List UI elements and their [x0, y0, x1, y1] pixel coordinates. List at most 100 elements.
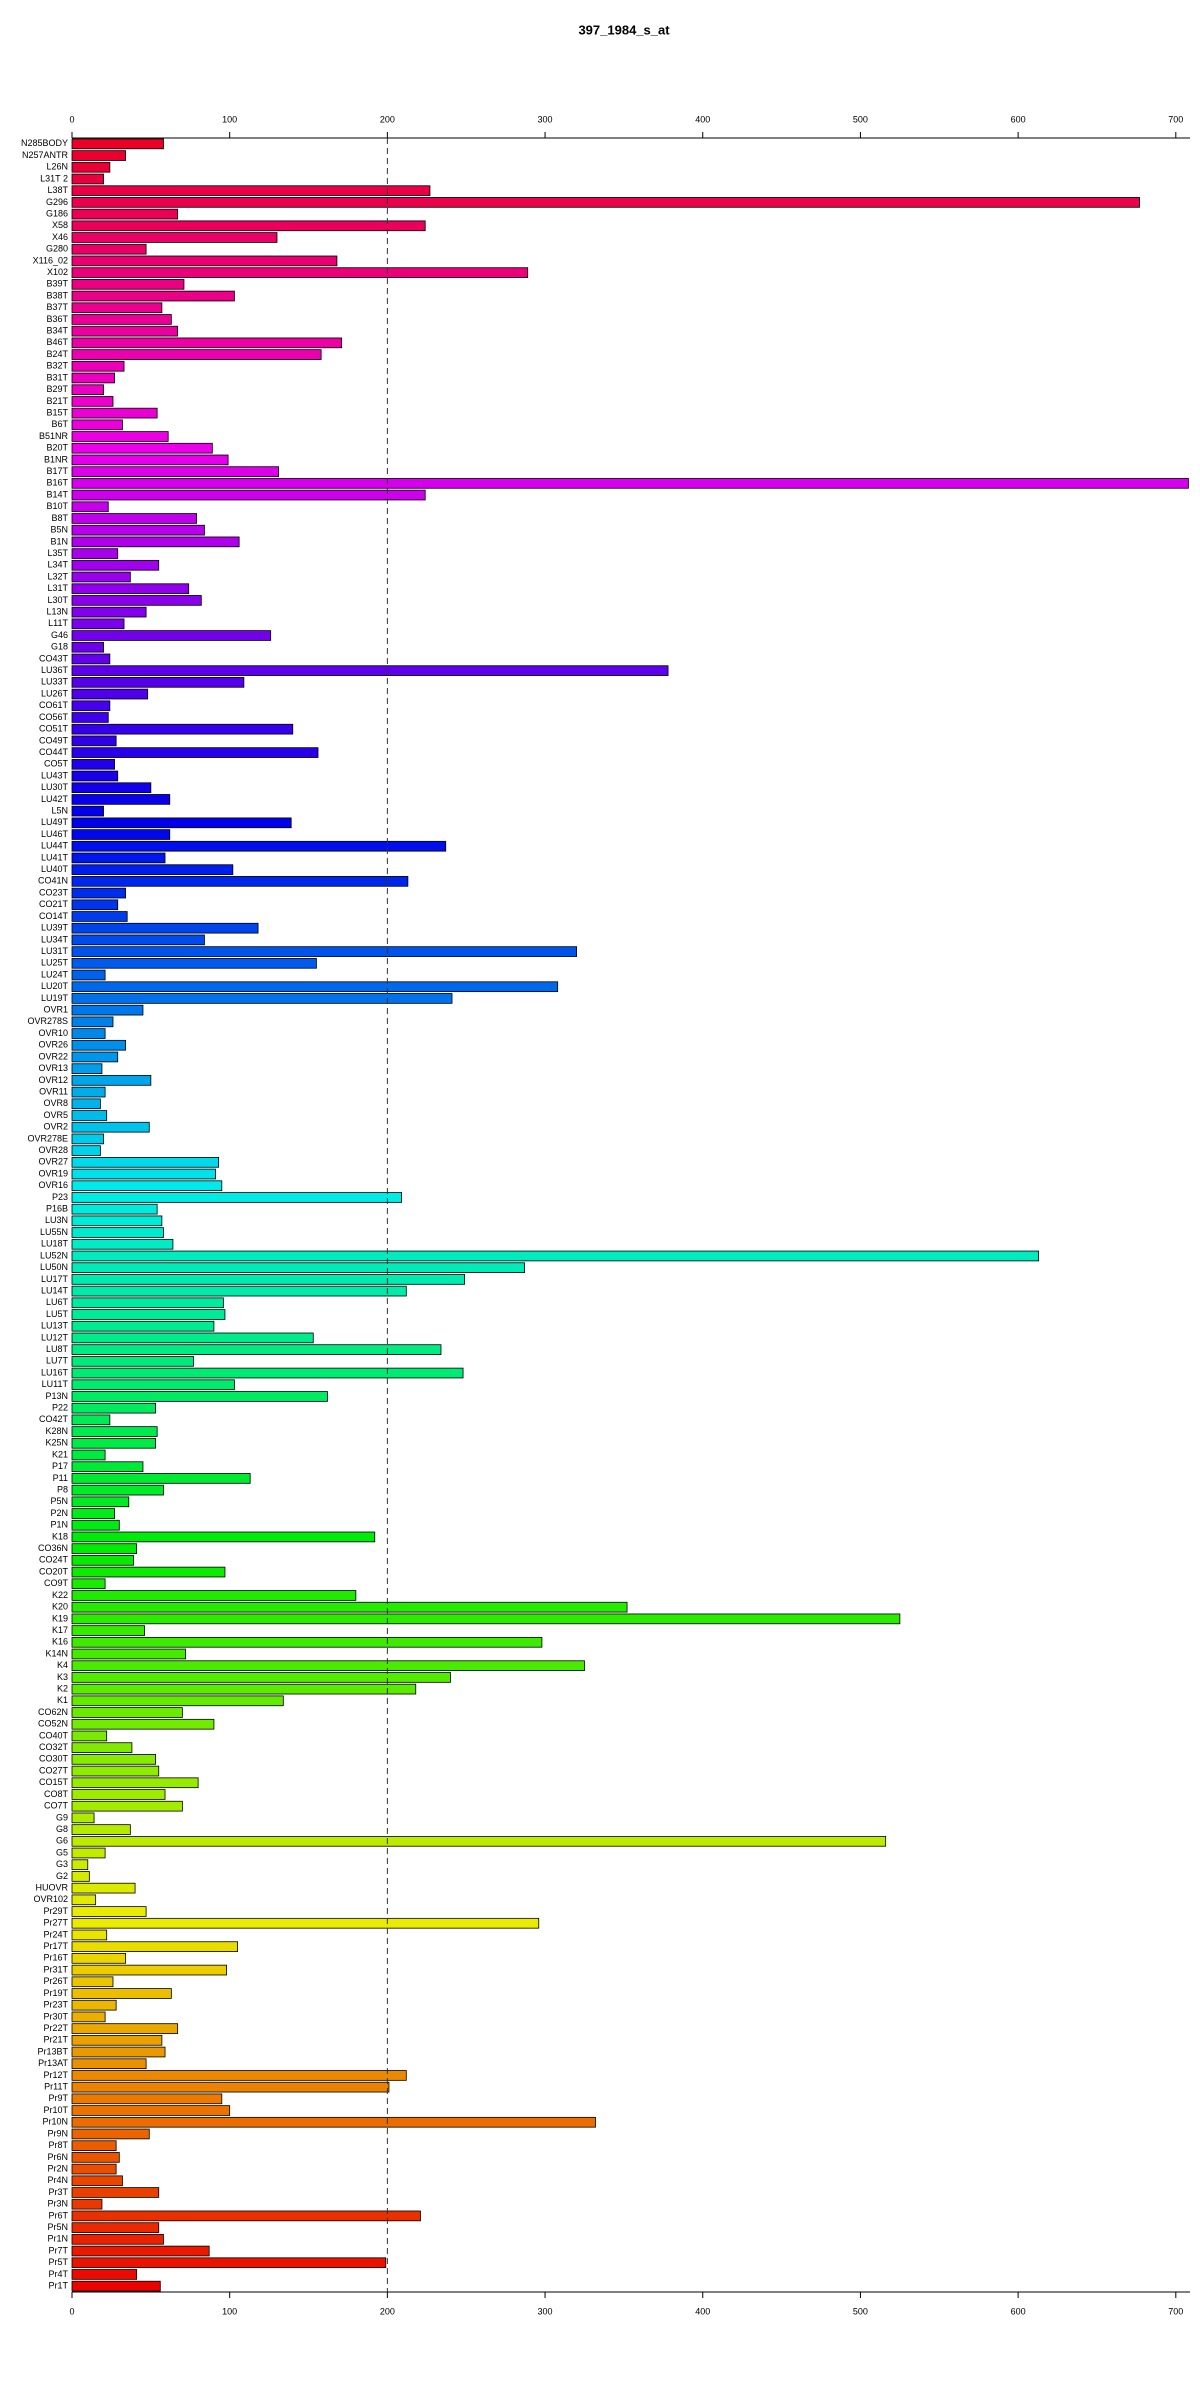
bar: [71, 1543, 138, 1554]
bar: [71, 1309, 226, 1320]
bar: [71, 407, 158, 419]
y-tick-label: CO9T: [44, 1578, 69, 1588]
bar: [71, 1356, 194, 1367]
bar: [71, 2210, 421, 2222]
y-tick-label: LU41T: [41, 852, 69, 862]
y-tick-label: CO20T: [39, 1566, 69, 1576]
bar: [71, 1976, 114, 1988]
bar: [71, 606, 147, 618]
bar: [71, 1882, 136, 1894]
y-tick-label: OVR26: [38, 1040, 68, 1050]
bar: [71, 1613, 901, 1625]
bar: [71, 431, 169, 442]
bar: [71, 1157, 220, 1168]
y-tick-label: P13N: [45, 1391, 68, 1401]
bar: [71, 1110, 108, 1121]
y-tick-label: G5: [56, 1847, 68, 1857]
bar: [71, 501, 109, 513]
bar: [71, 1660, 585, 1672]
y-tick-label: X116_02: [33, 255, 68, 265]
y-tick-label: B34T: [46, 326, 68, 336]
y-tick-label: LU24T: [41, 969, 69, 979]
y-tick-label: LU13T: [41, 1321, 69, 1331]
y-tick-label: LU17T: [41, 1274, 69, 1284]
y-tick-label: CO30T: [39, 1754, 69, 1764]
y-tick-label: OVR28: [38, 1145, 68, 1155]
y-tick-label: CO44T: [39, 747, 69, 757]
y-tick-label: G46: [51, 630, 68, 640]
y-tick-label: P2N: [50, 1508, 68, 1518]
bar: [71, 630, 272, 641]
bar: [71, 2093, 223, 2105]
y-tick-label: LU11T: [42, 1379, 69, 1389]
bar: [71, 1566, 226, 1578]
y-tick-label: CO21T: [39, 899, 69, 909]
y-tick-label: K28N: [45, 1426, 68, 1436]
y-tick-label: Pr9T: [48, 2093, 68, 2103]
bar: [71, 1800, 183, 1812]
bar: [71, 302, 163, 314]
y-tick-label: K20: [52, 1602, 68, 1612]
bar: [71, 220, 426, 232]
bar: [71, 173, 104, 185]
y-tick-label: Pr16T: [43, 1953, 68, 1963]
bar: [71, 1285, 407, 1297]
bar: [71, 489, 426, 501]
y-tick-label: B31T: [46, 372, 68, 382]
bar: [71, 794, 171, 805]
y-tick-label: B17T: [46, 466, 68, 476]
bar: [71, 1332, 314, 1344]
y-tick-label: LU50N: [40, 1262, 68, 1272]
y-tick-label: LU25T: [41, 958, 69, 968]
bar: [71, 1789, 166, 1800]
x-tick-label: 0: [69, 2306, 74, 2316]
y-tick-label: K1: [57, 1695, 68, 1705]
y-tick-label: B15T: [46, 407, 68, 417]
bar: [71, 840, 447, 852]
bar: [71, 1203, 158, 1215]
y-tick-label: N285BODY: [21, 138, 68, 148]
bar: [71, 653, 111, 665]
bar: [71, 442, 213, 454]
bar: [71, 1133, 104, 1145]
y-tick-label: Pr7T: [48, 2245, 68, 2255]
x-tick-label: 600: [1011, 2306, 1026, 2316]
bar: [71, 1063, 103, 1074]
y-tick-label: L35T: [47, 548, 68, 558]
bar: [71, 805, 104, 817]
y-tick-label: B24T: [46, 349, 68, 359]
bar: [71, 1590, 357, 1601]
bar: [71, 1250, 1040, 1262]
bar: [71, 1238, 174, 1250]
y-tick-label: CO15T: [39, 1777, 69, 1787]
y-tick-label: CO14T: [39, 911, 69, 921]
x-tick-label: 200: [380, 114, 395, 124]
bar: [71, 2257, 387, 2269]
y-tick-label: G9: [56, 1812, 68, 1822]
bar: [71, 1812, 95, 1824]
x-tick-label: 500: [853, 114, 868, 124]
bar: [71, 1519, 120, 1531]
bar: [71, 1473, 251, 1484]
y-tick-label: P8: [57, 1484, 68, 1494]
x-tick-label: 400: [695, 114, 710, 124]
bar: [71, 548, 119, 559]
bar: [71, 1086, 106, 1098]
y-tick-label: B37T: [46, 302, 68, 312]
y-tick-label: B21T: [46, 396, 68, 406]
bar: [71, 454, 229, 466]
y-tick-label: B46T: [46, 337, 68, 347]
bar: [71, 677, 245, 688]
bar: [71, 337, 343, 349]
bar: [71, 396, 114, 407]
y-tick-label: Pr21T: [43, 2035, 68, 2045]
y-tick-label: B29T: [46, 384, 68, 394]
y-tick-label: LU34T: [41, 934, 69, 944]
bar: [71, 595, 202, 606]
y-tick-label: Pr24T: [43, 1929, 68, 1939]
bar: [71, 349, 322, 360]
y-tick-label: Pr11T: [44, 2082, 68, 2092]
y-tick-label: Pr26T: [43, 1976, 68, 1986]
bar: [71, 1391, 328, 1402]
x-tick-label: 700: [1168, 114, 1183, 124]
